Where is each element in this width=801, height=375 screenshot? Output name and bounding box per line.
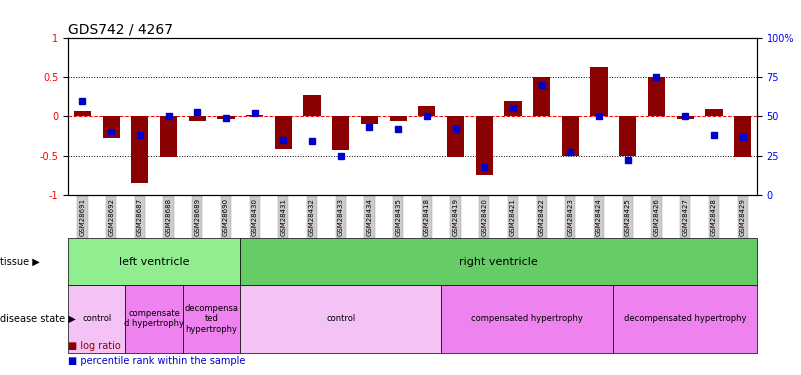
Bar bbox=[505, 101, 521, 116]
Text: GDS742 / 4267: GDS742 / 4267 bbox=[68, 22, 173, 36]
Bar bbox=[304, 95, 320, 116]
Text: compensate
d hypertrophy: compensate d hypertrophy bbox=[124, 309, 184, 328]
Bar bbox=[189, 116, 206, 121]
Text: decompensa
ted
hypertrophy: decompensa ted hypertrophy bbox=[184, 304, 239, 334]
Text: compensated hypertrophy: compensated hypertrophy bbox=[471, 314, 583, 323]
Text: right ventricle: right ventricle bbox=[459, 256, 538, 267]
Bar bbox=[562, 116, 579, 156]
Text: decompensated hypertrophy: decompensated hypertrophy bbox=[624, 314, 747, 323]
Bar bbox=[389, 116, 407, 121]
Bar bbox=[614, 285, 757, 352]
Bar bbox=[418, 106, 436, 116]
Bar bbox=[619, 116, 636, 156]
Bar bbox=[103, 116, 120, 138]
Bar bbox=[590, 67, 608, 116]
Bar bbox=[68, 238, 240, 285]
Text: tissue ▶: tissue ▶ bbox=[0, 256, 40, 267]
Bar bbox=[68, 285, 126, 352]
Text: control: control bbox=[83, 314, 111, 323]
Bar bbox=[476, 116, 493, 175]
Bar bbox=[74, 111, 91, 116]
Bar bbox=[217, 116, 235, 119]
Bar bbox=[126, 285, 183, 352]
Text: control: control bbox=[326, 314, 356, 323]
Text: ■ log ratio: ■ log ratio bbox=[68, 340, 121, 351]
Bar bbox=[648, 77, 665, 116]
Bar bbox=[447, 116, 464, 157]
Bar bbox=[183, 285, 240, 352]
Bar bbox=[240, 238, 757, 285]
Bar bbox=[734, 116, 751, 157]
Bar bbox=[533, 77, 550, 116]
Bar bbox=[275, 116, 292, 149]
Text: left ventricle: left ventricle bbox=[119, 256, 190, 267]
Bar bbox=[246, 115, 264, 116]
Bar bbox=[240, 285, 441, 352]
Text: disease state ▶: disease state ▶ bbox=[0, 314, 76, 324]
Text: ■ percentile rank within the sample: ■ percentile rank within the sample bbox=[68, 356, 245, 366]
Bar bbox=[360, 116, 378, 124]
Bar bbox=[705, 109, 723, 116]
Bar bbox=[441, 285, 614, 352]
Bar bbox=[131, 116, 148, 183]
Bar bbox=[332, 116, 349, 150]
Bar bbox=[160, 116, 177, 157]
Bar bbox=[677, 116, 694, 119]
